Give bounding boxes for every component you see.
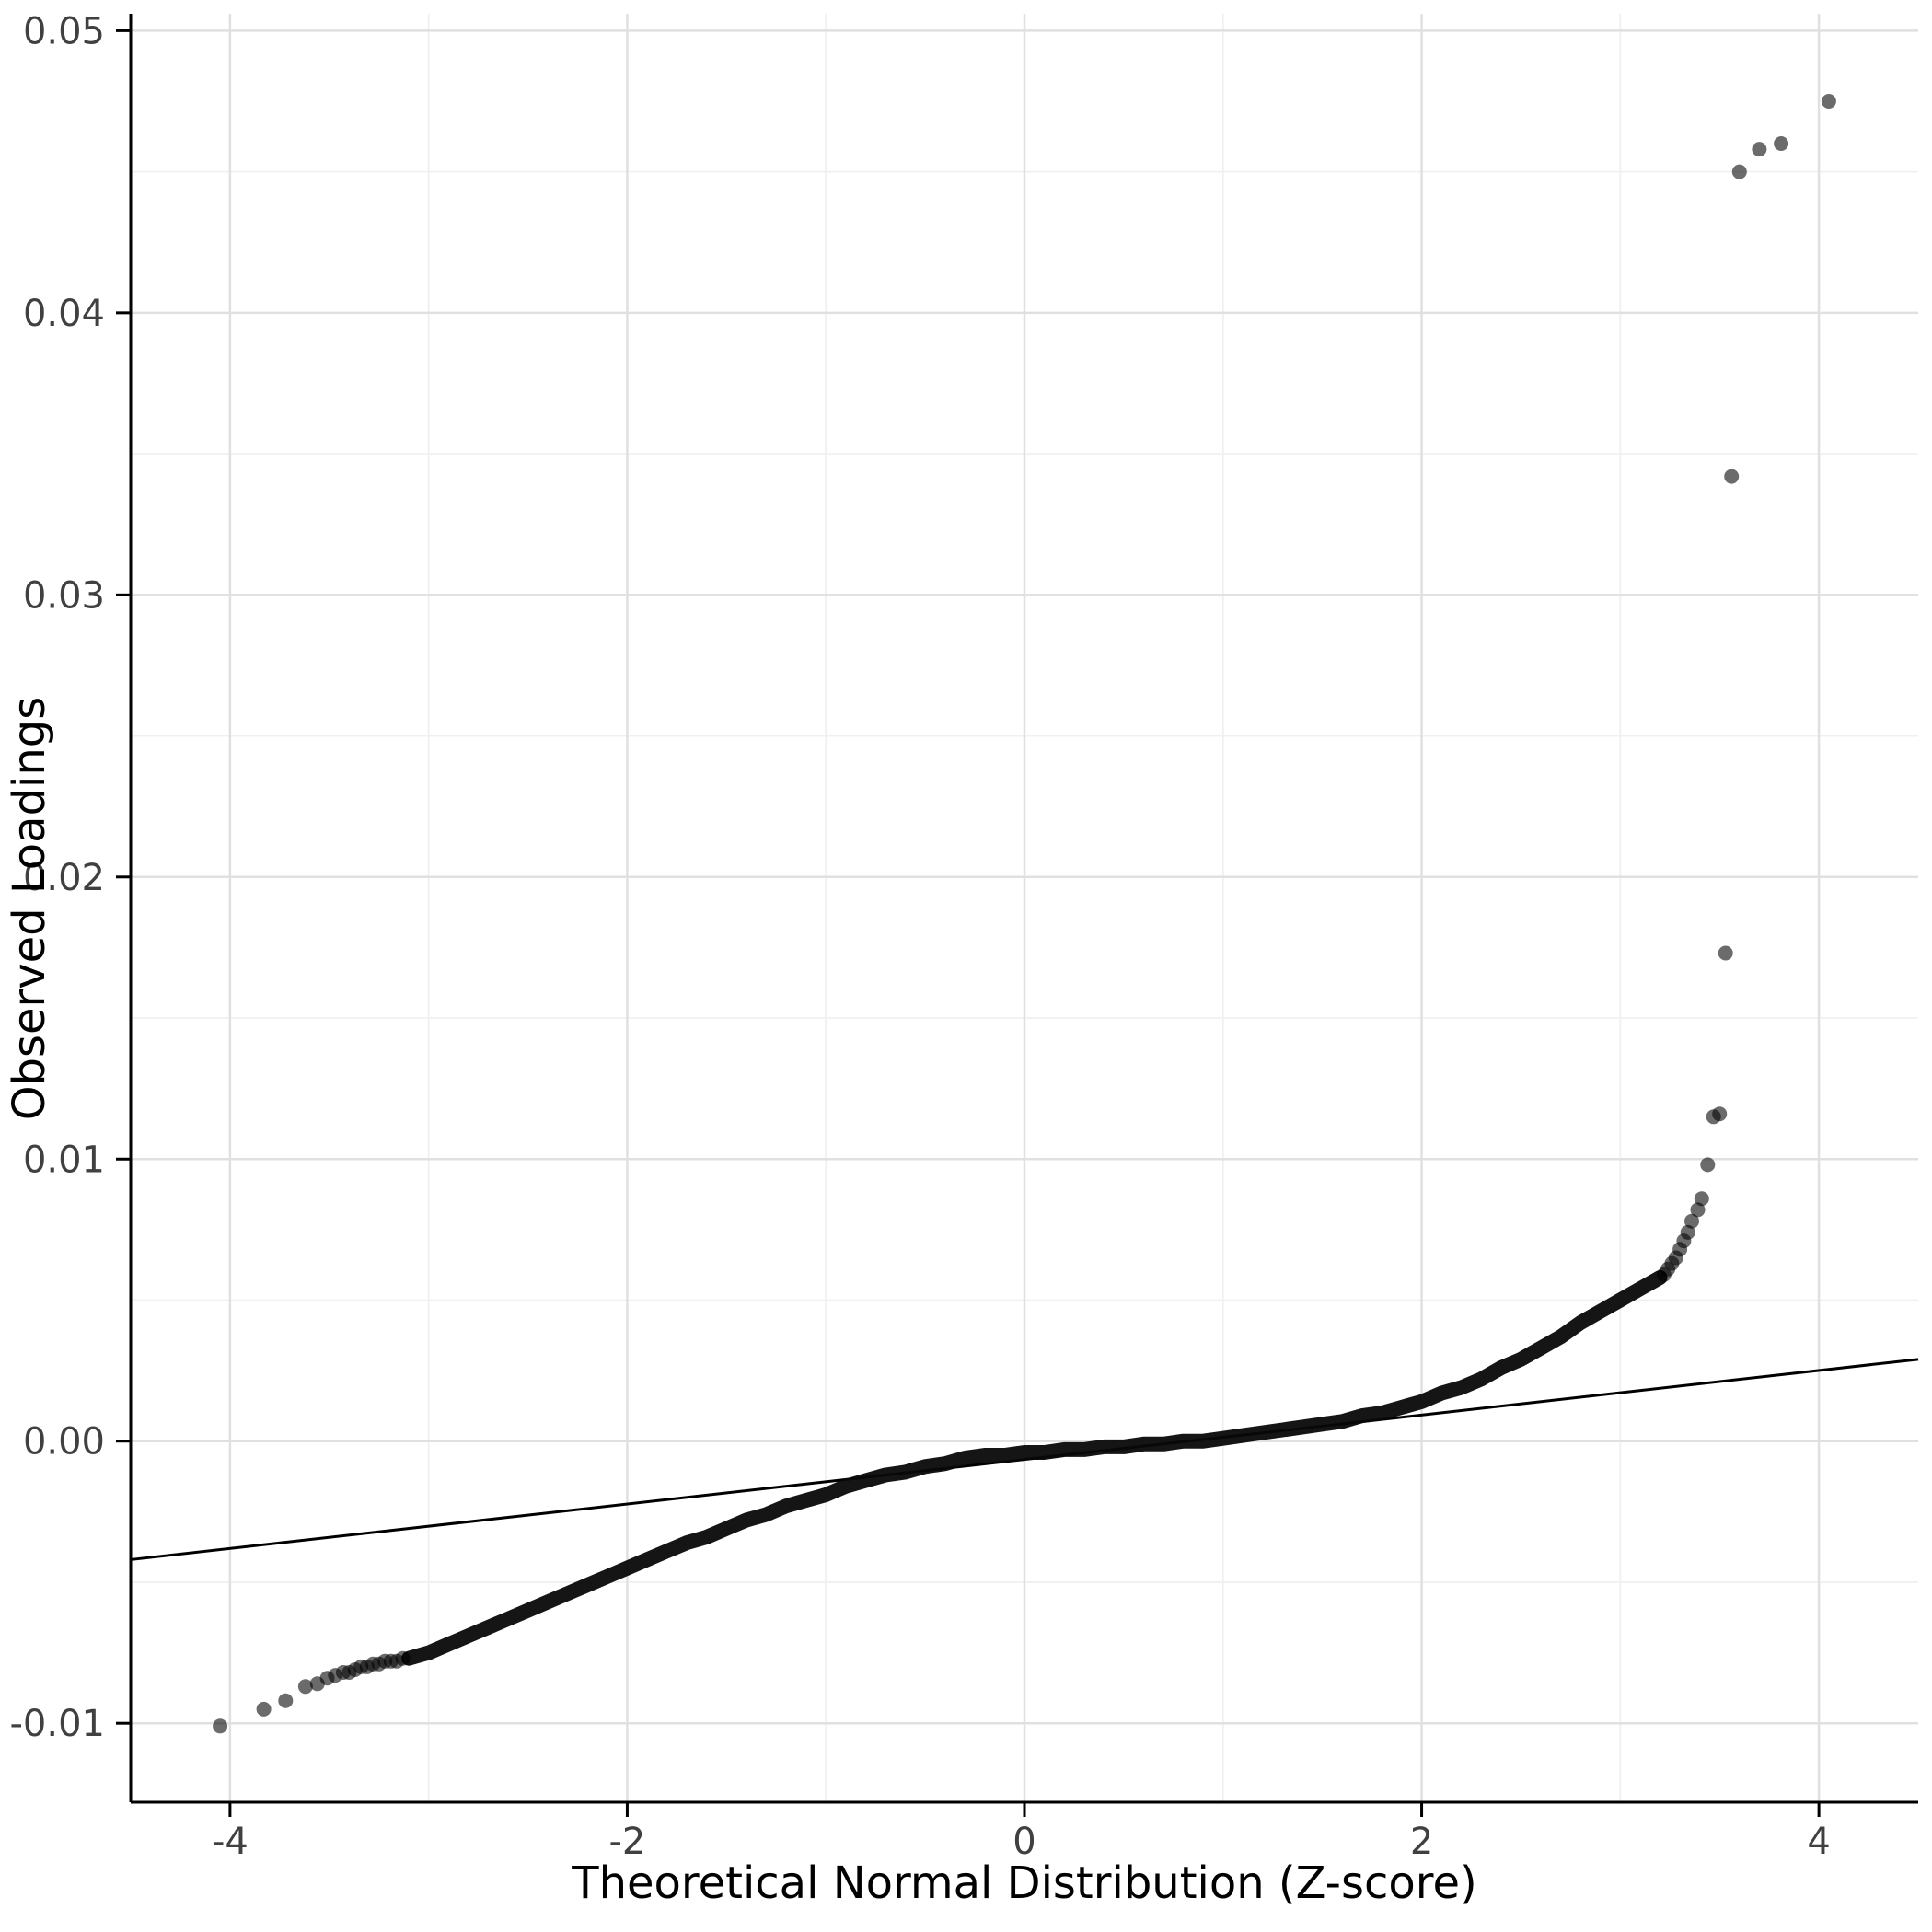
y-axis-tick-labels: -0.01 0.00 0.01 0.02 0.03 0.04 0.05 <box>10 10 106 1745</box>
data-point <box>1774 136 1789 151</box>
x-tick-label: 2 <box>1410 1821 1433 1863</box>
dense-band-path <box>401 1270 1668 1666</box>
data-point <box>256 1701 272 1717</box>
data-point <box>1712 1106 1728 1122</box>
data-point <box>1821 94 1836 109</box>
x-axis-tick-labels: -4 -2 0 2 4 <box>212 1821 1831 1863</box>
data-point <box>1680 1224 1695 1240</box>
y-tick-label: -0.01 <box>10 1703 106 1745</box>
y-tick-label: 0.04 <box>23 293 105 335</box>
data-point <box>1700 1157 1716 1173</box>
data-point <box>297 1679 313 1695</box>
data-point <box>213 1718 228 1734</box>
major-gridlines <box>131 14 1918 1802</box>
data-point <box>1731 164 1747 179</box>
y-axis-title: Observed Loadings <box>4 697 55 1121</box>
dense-point-band <box>401 1270 1668 1666</box>
y-tick-label: 0.05 <box>23 10 105 52</box>
data-point <box>278 1693 294 1708</box>
x-axis-title: Theoretical Normal Distribution (Z-score… <box>571 1857 1476 1909</box>
data-point <box>1752 142 1767 157</box>
y-tick-label: 0.02 <box>23 857 105 899</box>
data-point <box>395 1650 411 1666</box>
x-tick-label: 4 <box>1807 1821 1830 1863</box>
y-tick-label: 0.00 <box>23 1421 105 1463</box>
data-point <box>1694 1191 1709 1207</box>
x-tick-label: -2 <box>608 1821 645 1863</box>
scatter-points <box>213 94 1836 1734</box>
data-point <box>1724 469 1740 484</box>
y-tick-label: 0.01 <box>23 1139 105 1181</box>
axis-tick-marks <box>116 29 1821 1817</box>
x-tick-label: -4 <box>212 1821 249 1863</box>
data-point <box>1718 945 1733 961</box>
y-tick-label: 0.03 <box>23 574 105 617</box>
data-point <box>1684 1213 1699 1229</box>
data-point <box>1690 1202 1706 1218</box>
x-tick-label: 0 <box>1012 1821 1035 1863</box>
